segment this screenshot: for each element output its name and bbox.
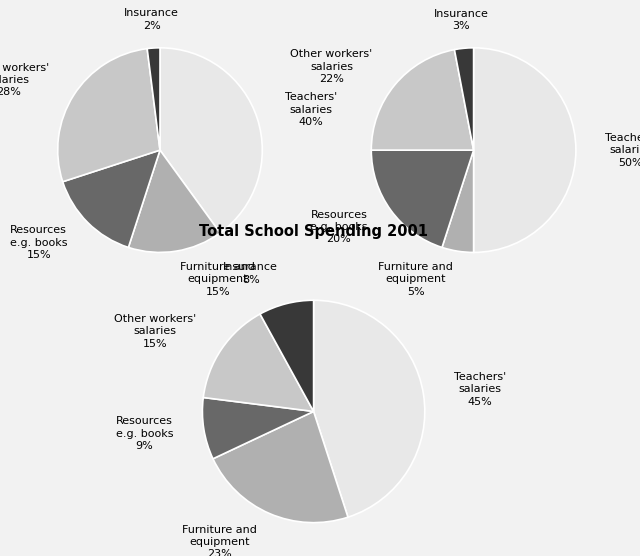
Text: Other workers'
salaries
15%: Other workers' salaries 15% bbox=[114, 314, 196, 349]
Wedge shape bbox=[454, 48, 474, 150]
Text: Other workers'
salaries
22%: Other workers' salaries 22% bbox=[291, 49, 372, 84]
Wedge shape bbox=[147, 48, 160, 150]
Wedge shape bbox=[202, 398, 314, 459]
Title: Total School Spending 2001: Total School Spending 2001 bbox=[199, 224, 428, 239]
Wedge shape bbox=[204, 314, 314, 411]
Wedge shape bbox=[474, 48, 576, 252]
Text: Insurance
2%: Insurance 2% bbox=[124, 8, 179, 31]
Text: Teachers'
salaries
50%: Teachers' salaries 50% bbox=[605, 133, 640, 167]
Wedge shape bbox=[314, 300, 425, 517]
Text: Insurance
8%: Insurance 8% bbox=[223, 262, 278, 285]
Text: Resources
e.g. books
15%: Resources e.g. books 15% bbox=[10, 225, 67, 260]
Wedge shape bbox=[442, 150, 474, 252]
Wedge shape bbox=[58, 48, 160, 182]
Wedge shape bbox=[260, 300, 314, 411]
Wedge shape bbox=[160, 48, 262, 233]
Wedge shape bbox=[63, 150, 160, 247]
Wedge shape bbox=[371, 150, 474, 247]
Wedge shape bbox=[129, 150, 220, 252]
Wedge shape bbox=[371, 49, 474, 150]
Text: Teachers'
salaries
40%: Teachers' salaries 40% bbox=[285, 92, 337, 127]
Text: Other workers'
salaries
28%: Other workers' salaries 28% bbox=[0, 63, 49, 97]
Wedge shape bbox=[213, 411, 348, 523]
Text: Resources
e.g. books
9%: Resources e.g. books 9% bbox=[115, 416, 173, 451]
Text: Furniture and
equipment
15%: Furniture and equipment 15% bbox=[180, 262, 255, 297]
Text: Teachers'
salaries
45%: Teachers' salaries 45% bbox=[454, 372, 506, 406]
Text: Furniture and
equipment
23%: Furniture and equipment 23% bbox=[182, 525, 257, 556]
Text: Insurance
3%: Insurance 3% bbox=[434, 8, 489, 31]
Text: Resources
e.g. books
20%: Resources e.g. books 20% bbox=[310, 210, 367, 245]
Text: Furniture and
equipment
5%: Furniture and equipment 5% bbox=[378, 262, 453, 297]
